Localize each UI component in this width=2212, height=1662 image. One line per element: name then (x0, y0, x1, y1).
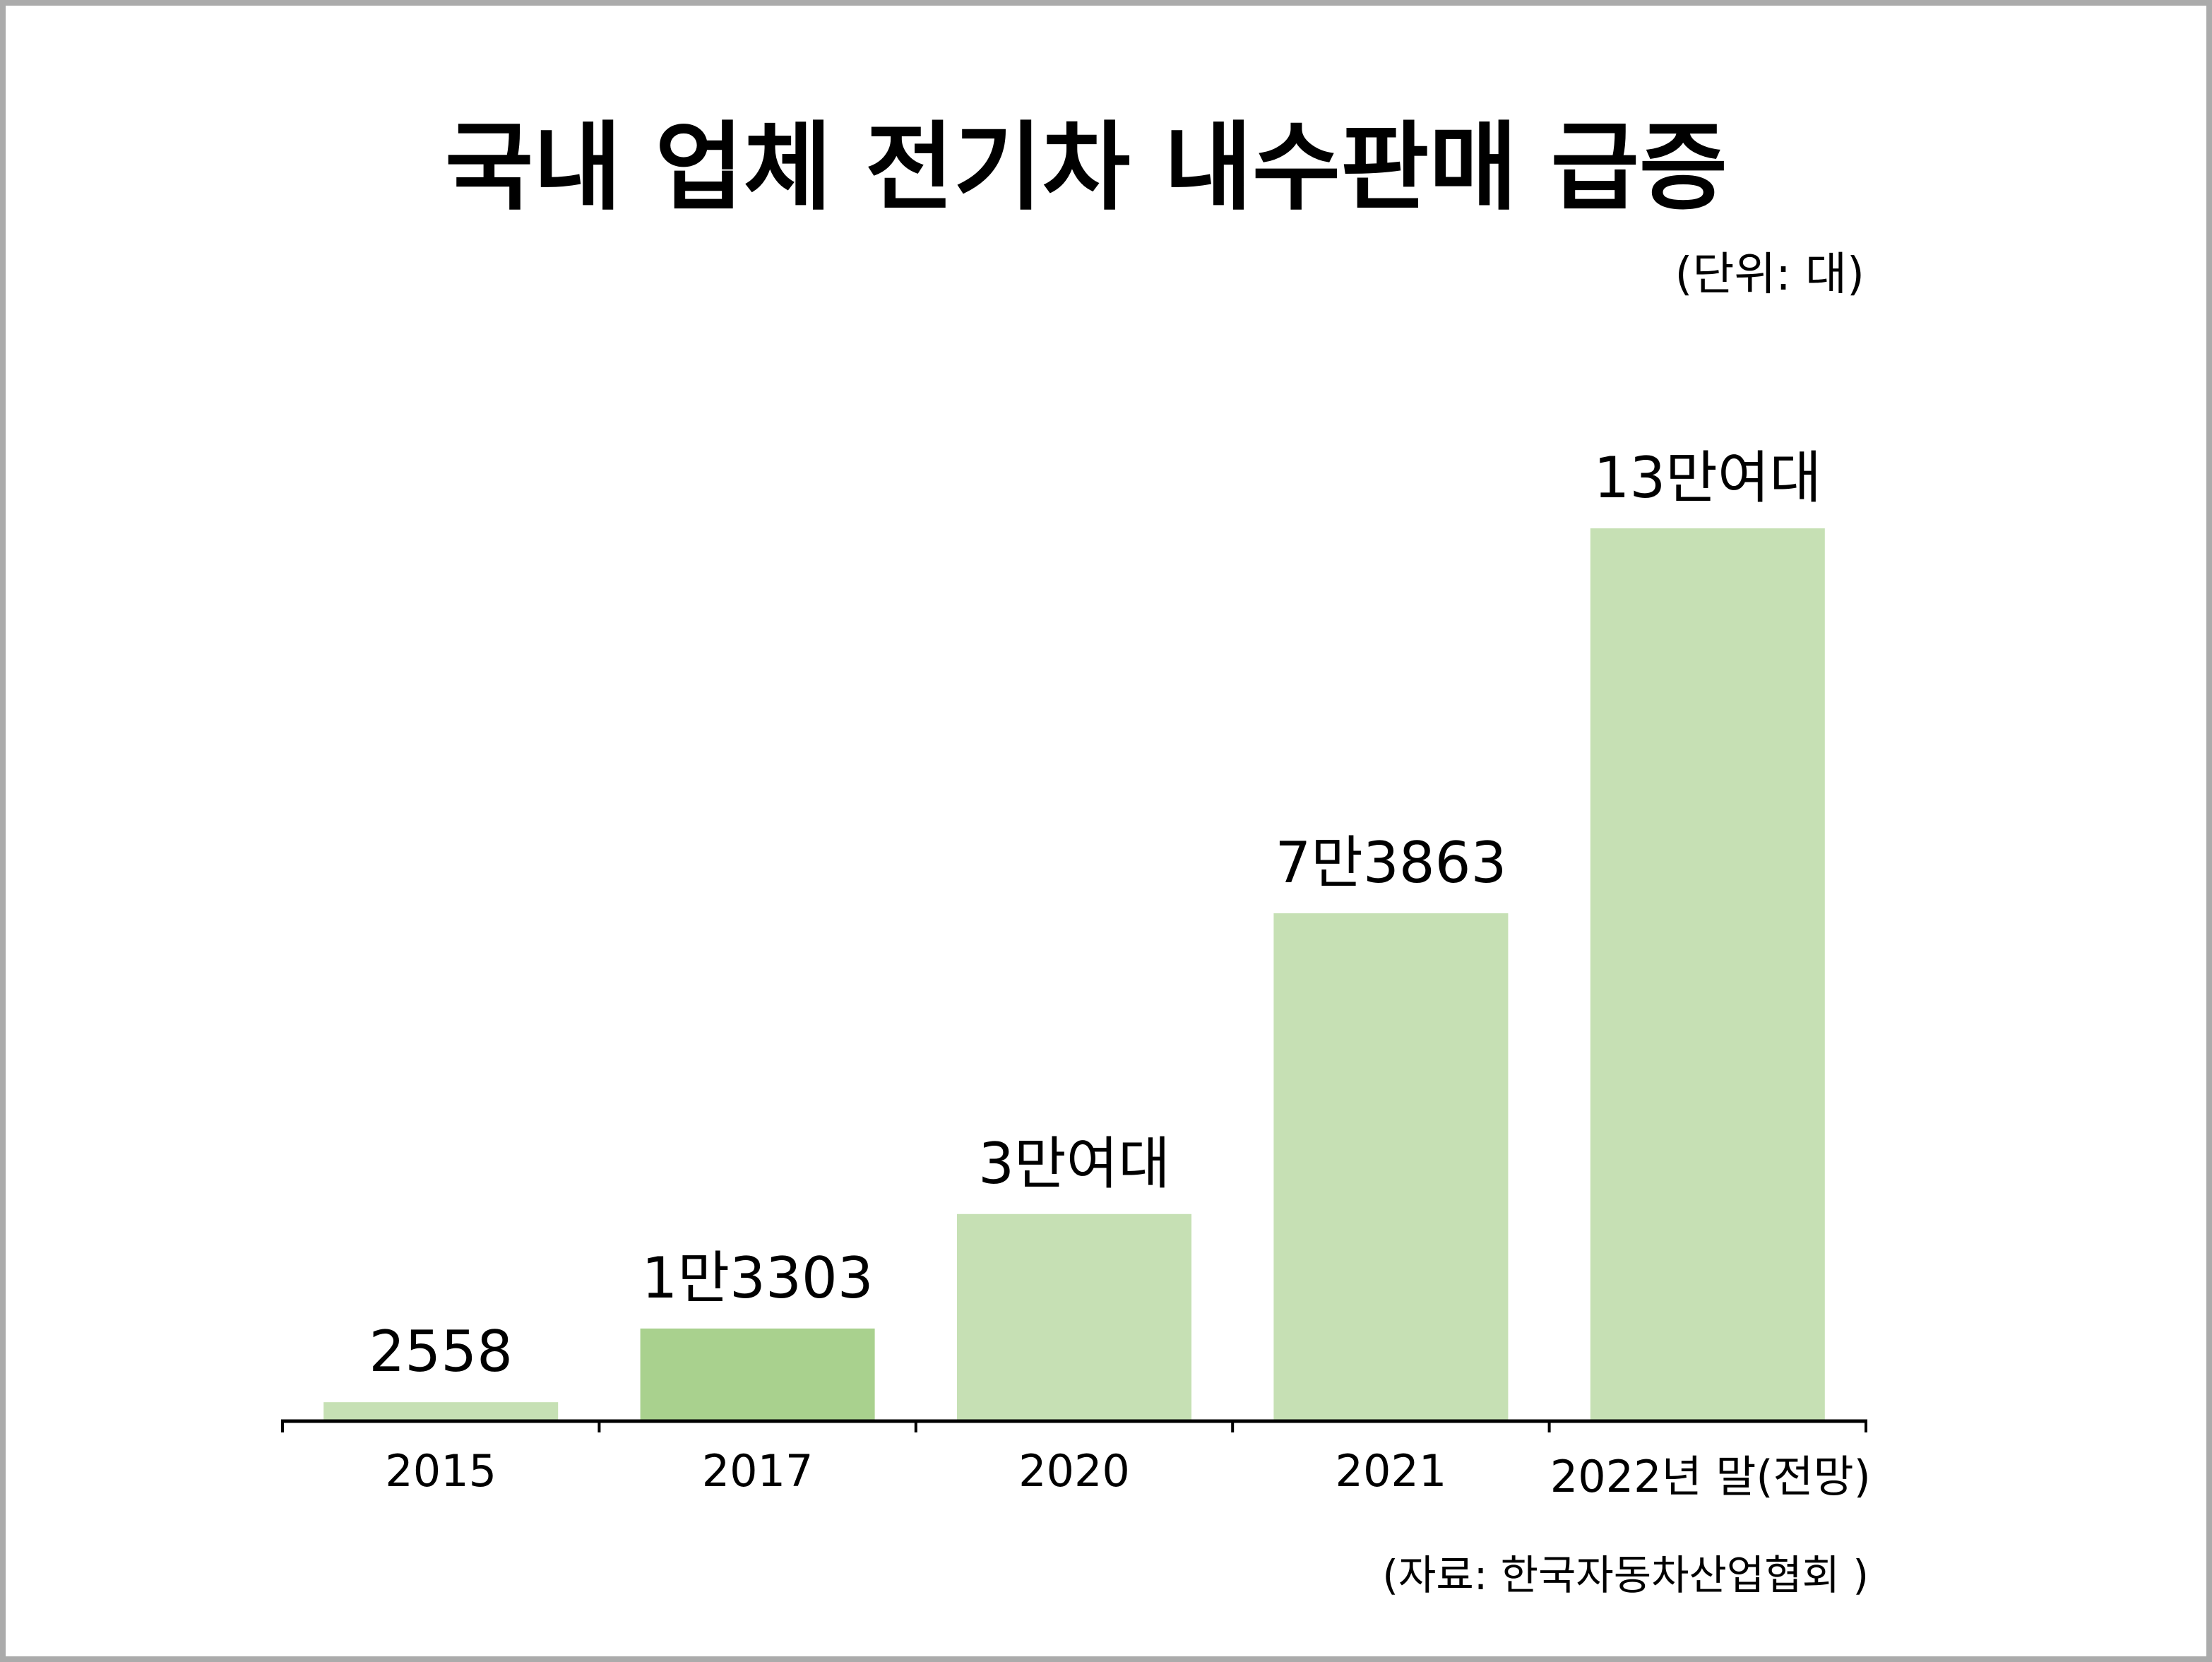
x-axis: 2015 2017 2020 2021 2022년 말(전망) (281, 1419, 1871, 1502)
x-tick-label-0: 2015 (385, 1445, 496, 1497)
x-tick-label-4: 2022년 말(전망) (1550, 1451, 1871, 1502)
bar-2 (957, 1213, 1191, 1420)
bar-1 (640, 1328, 875, 1420)
x-tick-label-1: 2017 (702, 1445, 814, 1497)
bar-0 (323, 1402, 559, 1420)
value-label-1: 1만3303 (642, 1245, 874, 1311)
value-label-3: 7만3863 (1275, 830, 1506, 896)
chart-title: 국내 업체 전기차 내수판매 급증 (445, 112, 1728, 224)
bar-4 (1590, 528, 1825, 1420)
bars-layer: 2558 1만3303 3만여대 7만3863 13만여대 (323, 445, 1825, 1420)
source-note: (자료: 한국자동차산업협회 ) (1382, 1551, 1869, 1599)
x-tick-label-3: 2021 (1336, 1445, 1447, 1497)
x-tick-label-2: 2020 (1018, 1445, 1130, 1497)
value-label-0: 2558 (369, 1319, 513, 1384)
bar-3 (1273, 913, 1509, 1420)
value-label-2: 3만여대 (978, 1131, 1170, 1197)
unit-note: (단위: 대) (1675, 249, 1865, 301)
value-label-4: 13만여대 (1593, 445, 1821, 511)
